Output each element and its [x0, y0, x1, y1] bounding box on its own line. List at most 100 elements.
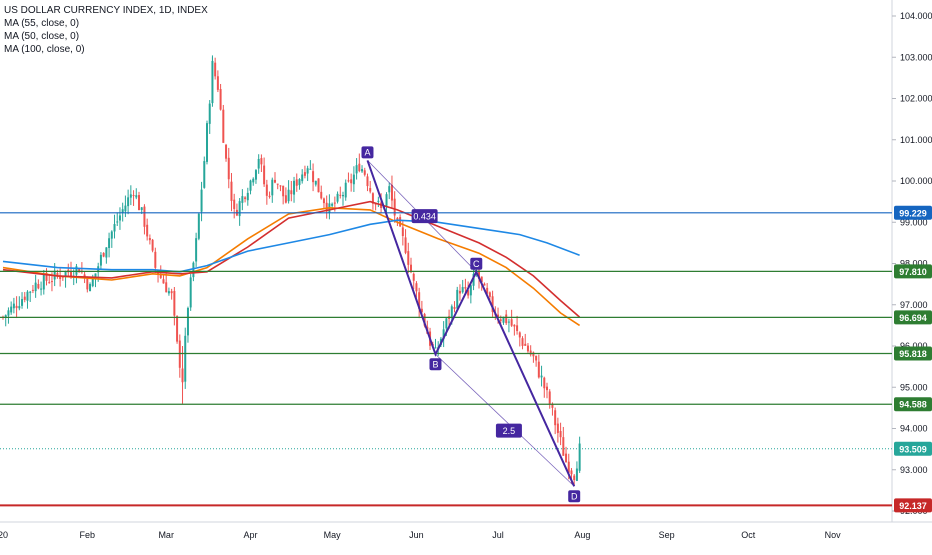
candle-up: [208, 103, 211, 124]
candle-down: [554, 410, 557, 426]
price-tick-label: 101.000: [900, 135, 932, 145]
time-tick-label: Jul: [492, 530, 504, 540]
candle-down: [31, 289, 34, 291]
candle-down: [366, 176, 369, 187]
candle-down: [132, 195, 135, 197]
candle-down: [143, 206, 146, 227]
candle-down: [478, 270, 480, 279]
candle-down: [573, 475, 576, 481]
candle-up: [238, 201, 241, 217]
candle-up: [26, 291, 29, 301]
candle-up: [287, 189, 290, 202]
candle-up: [4, 315, 7, 318]
candle-down: [415, 283, 418, 292]
candle-down: [423, 314, 426, 326]
chart-legend: US DOLLAR CURRENCY INDEX, 1D, INDEX MA (…: [4, 4, 208, 56]
moving-average-line-2: [2, 200, 581, 318]
candle-up: [361, 169, 364, 172]
price-tick-label: 96.000: [900, 341, 928, 351]
price-tick-label: 94.000: [900, 424, 928, 434]
candle-up: [99, 254, 102, 266]
time-tick-label: Oct: [741, 530, 756, 540]
candle-up: [40, 288, 43, 290]
pattern-point-c-badge: [470, 257, 483, 270]
candle-up: [21, 299, 24, 306]
candle-down: [562, 437, 565, 456]
time-tick-label: Feb: [80, 530, 96, 540]
candle-up: [206, 123, 208, 162]
candle-down: [516, 325, 519, 332]
candle-up: [257, 158, 260, 169]
candle-up: [29, 291, 32, 293]
moving-average-line-1: [2, 206, 581, 327]
candle-down: [219, 89, 222, 110]
candle-down: [102, 252, 105, 257]
candle-down: [151, 239, 154, 251]
candle-up: [203, 161, 206, 188]
pattern-point-c-label: C: [473, 259, 480, 269]
level-price-label: 94.588: [899, 400, 927, 410]
candle-down: [70, 270, 72, 277]
candle-down: [48, 282, 51, 284]
candle-down: [546, 386, 548, 391]
candle-down: [526, 345, 529, 352]
price-tick-label: 103.000: [900, 52, 932, 62]
candle-down: [222, 109, 225, 143]
candle-down: [165, 282, 168, 293]
candle-up: [344, 182, 347, 198]
candle-up: [271, 179, 274, 196]
candle-down: [146, 224, 149, 237]
candle-down: [488, 292, 491, 297]
candle-down: [322, 198, 325, 204]
candle-down: [23, 296, 26, 300]
candle-down: [233, 199, 236, 209]
ma50-legend: MA (50, close, 0): [4, 31, 80, 42]
price-tick-label: 100.000: [900, 176, 932, 186]
candle-down: [358, 163, 361, 172]
time-tick-label: 20: [0, 530, 8, 540]
candle-down: [154, 251, 157, 268]
candle-down: [532, 352, 535, 357]
candle-down: [480, 276, 483, 283]
candle-down: [303, 172, 306, 176]
candle-up: [377, 200, 380, 202]
candle-down: [178, 340, 181, 368]
pattern-point-b-label: B: [432, 359, 438, 369]
candle-down: [513, 324, 516, 327]
level-price-tag: [894, 397, 932, 412]
candle-up: [252, 178, 255, 183]
candle-down: [78, 268, 81, 273]
level-price-label: 99.229: [899, 208, 927, 218]
candle-up: [442, 329, 445, 340]
candle-down: [290, 190, 293, 195]
candle-down: [369, 188, 372, 192]
candle-up: [502, 316, 505, 323]
candle-down: [274, 179, 276, 183]
candle-up: [314, 180, 317, 185]
candle-up: [352, 174, 355, 185]
candle-down: [284, 195, 287, 203]
candle-down: [170, 291, 173, 294]
candle-up: [331, 203, 334, 206]
candle-down: [61, 276, 64, 278]
candle-down: [399, 217, 402, 227]
ma100-legend: MA (100, close, 0): [4, 44, 85, 55]
candle-up: [91, 278, 94, 287]
candle-up: [12, 303, 15, 309]
candle-down: [230, 181, 233, 201]
candle-down: [486, 287, 489, 294]
pattern-point-d-badge: [568, 490, 581, 503]
candle-down: [420, 308, 423, 313]
candle-down: [159, 274, 162, 278]
candle-up: [135, 195, 138, 198]
candle-down: [505, 314, 508, 324]
price-tick-label: 93.000: [900, 465, 928, 475]
last-price-tag: [894, 441, 932, 456]
candle-up: [189, 277, 192, 308]
candle-down: [325, 202, 328, 212]
price-tick-label: 104.000: [900, 11, 932, 21]
level-price-tag: [894, 205, 932, 220]
